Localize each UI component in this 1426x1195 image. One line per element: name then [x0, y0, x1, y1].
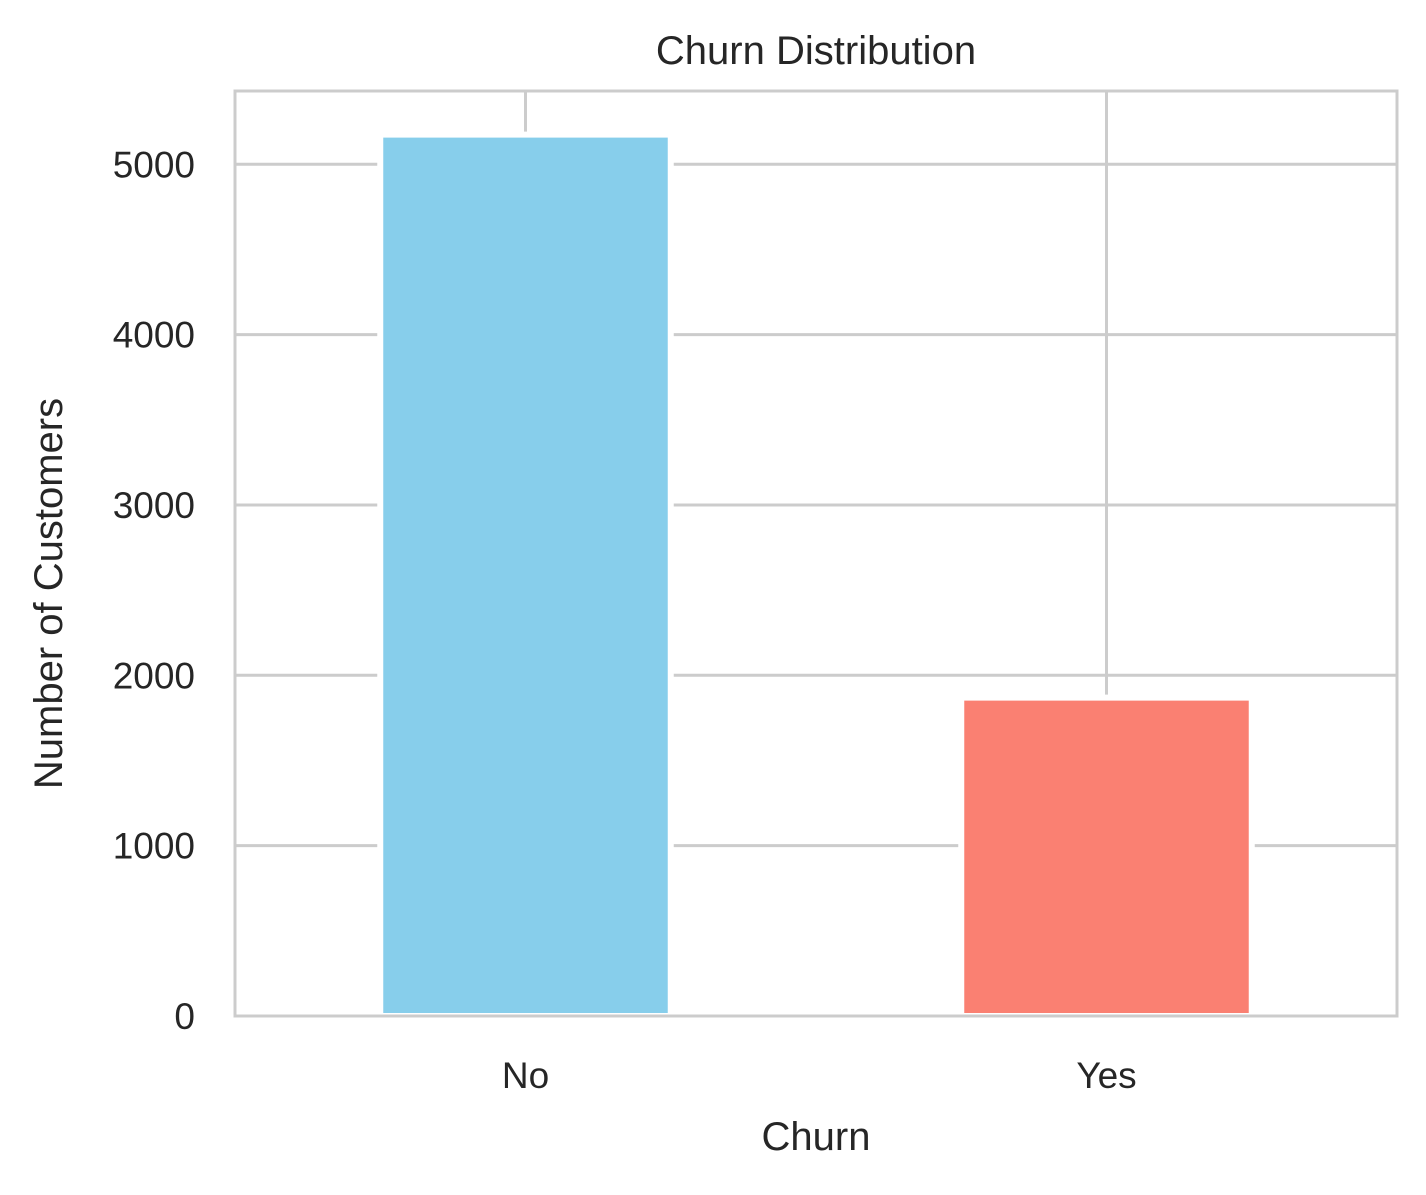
x-tick-label: No	[502, 1055, 549, 1096]
x-tick-label: Yes	[1076, 1055, 1136, 1096]
y-tick-label: 5000	[113, 144, 195, 185]
y-tick-labels: 0 1000 2000 3000 4000 5000	[113, 144, 195, 1037]
y-tick-label: 1000	[113, 826, 195, 867]
y-axis-label: Number of Customers	[27, 398, 71, 789]
bar-no	[377, 131, 674, 1020]
y-tick-label: 0	[174, 996, 195, 1037]
y-tick-label: 4000	[113, 315, 195, 356]
x-tick-labels: No Yes	[502, 1055, 1137, 1096]
x-axis-label: Churn	[762, 1115, 871, 1159]
bar-yes	[958, 694, 1255, 1019]
plot-frame	[233, 89, 1399, 1018]
chart-title: Churn Distribution	[656, 29, 976, 73]
y-tick-label: 2000	[113, 655, 195, 696]
y-tick-label: 3000	[113, 485, 195, 526]
bars-layer	[377, 131, 1255, 1020]
